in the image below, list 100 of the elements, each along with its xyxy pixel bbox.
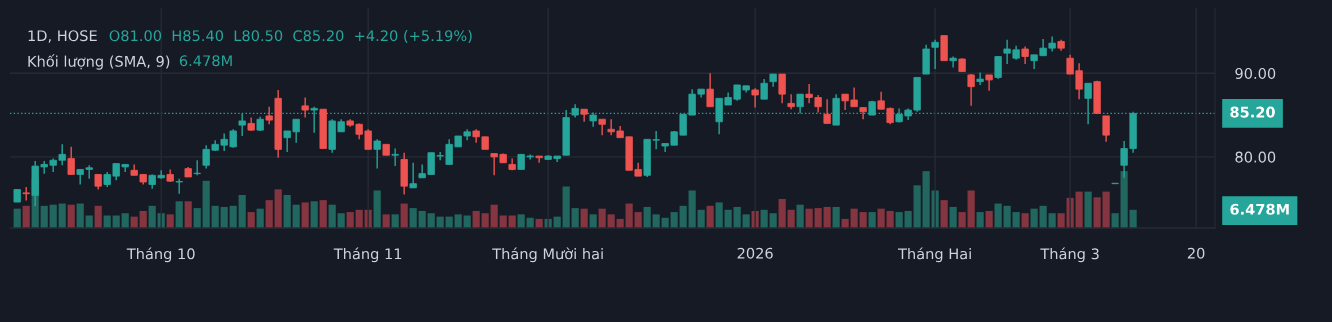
bar	[733, 206, 741, 228]
bar	[967, 190, 975, 228]
bar	[508, 215, 516, 228]
bar	[769, 213, 777, 228]
bar	[859, 212, 867, 228]
bar	[607, 214, 615, 228]
bar	[643, 206, 651, 228]
bar	[103, 215, 111, 228]
bar	[670, 212, 678, 228]
bar	[805, 208, 813, 228]
bar	[166, 214, 174, 228]
bar	[418, 210, 426, 228]
bar	[472, 210, 480, 228]
bar	[796, 204, 804, 228]
bar	[13, 208, 21, 228]
bar	[1102, 191, 1110, 228]
bar	[58, 203, 66, 228]
bar	[877, 208, 885, 228]
bar	[904, 210, 912, 228]
y-tick-label: 90.00	[1235, 67, 1276, 79]
candlestick	[301, 96, 309, 119]
bar	[301, 202, 309, 228]
bar	[571, 208, 579, 228]
bar	[319, 200, 327, 228]
bar	[220, 206, 228, 228]
bar	[562, 186, 570, 228]
candlestick	[787, 93, 795, 110]
candlestick	[193, 159, 201, 176]
bar	[121, 213, 129, 228]
bar	[1111, 213, 1119, 228]
bar	[922, 171, 930, 228]
bar	[382, 214, 390, 228]
candlestick	[391, 147, 399, 167]
bar	[346, 212, 354, 228]
x-tick-label: Tháng 11	[333, 247, 402, 263]
bar	[724, 209, 732, 228]
bar	[328, 204, 336, 228]
bar	[184, 201, 192, 228]
candlestick	[796, 93, 804, 115]
bar	[913, 185, 921, 228]
candlestick	[967, 73, 975, 107]
candlestick	[373, 138, 381, 170]
bar	[850, 208, 858, 228]
chart-title: Khối lượng (SMA, 9)	[28, 54, 170, 70]
bar	[1021, 213, 1029, 228]
bar	[85, 215, 93, 228]
bar	[112, 215, 120, 228]
text: 1D, HOSE	[28, 30, 97, 43]
bar	[139, 210, 147, 228]
bar	[265, 200, 273, 228]
bar	[67, 204, 75, 228]
candlestick	[760, 78, 768, 100]
bar	[310, 201, 318, 228]
bar	[1129, 209, 1137, 228]
x-tick-label: 20	[1187, 247, 1205, 259]
bar	[832, 206, 840, 228]
ref-line-label: 85.20	[1230, 106, 1275, 118]
bar	[193, 208, 201, 228]
candlestick	[706, 72, 714, 108]
bar	[715, 202, 723, 228]
bar	[1048, 213, 1056, 228]
bar	[202, 180, 210, 228]
text: 6.478M	[1230, 203, 1289, 215]
bar	[940, 200, 948, 228]
bar	[337, 213, 345, 228]
bar	[949, 206, 957, 228]
bar	[625, 203, 633, 228]
bar	[976, 212, 984, 228]
annotation: O81.00 H85.40 L80.50 C85.20 +4.20 (+5.19%)	[109, 29, 472, 43]
bar	[274, 189, 282, 228]
bar	[706, 205, 714, 228]
bar	[688, 190, 696, 228]
bar	[679, 205, 687, 228]
candlestick	[949, 55, 957, 69]
candlestick	[994, 55, 1002, 80]
bar	[1075, 191, 1083, 228]
bar	[499, 215, 507, 228]
bar	[814, 208, 822, 228]
bar	[256, 208, 264, 228]
bar	[958, 212, 966, 228]
bar	[148, 205, 156, 228]
bar	[760, 209, 768, 228]
bar	[598, 208, 606, 228]
candlestick	[1102, 115, 1110, 143]
bar	[283, 195, 291, 228]
bar	[40, 205, 48, 228]
bar	[1120, 171, 1128, 228]
bar	[391, 214, 399, 228]
bar	[886, 210, 894, 228]
candlestick	[823, 98, 831, 125]
candlestick	[535, 155, 543, 164]
bar	[400, 203, 408, 228]
bar	[490, 204, 498, 228]
bar	[1093, 197, 1101, 228]
bar	[1039, 205, 1047, 228]
bar	[985, 210, 993, 228]
bar	[778, 199, 786, 228]
bar	[895, 212, 903, 228]
candlestick	[67, 146, 75, 176]
bar	[994, 203, 1002, 228]
